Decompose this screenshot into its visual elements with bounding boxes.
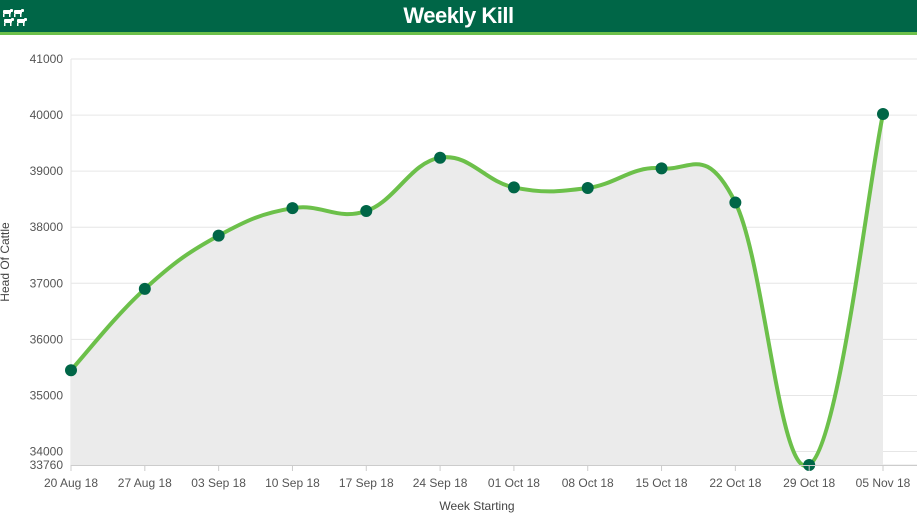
data-point[interactable]: [212, 229, 225, 242]
data-points: [65, 107, 889, 471]
y-tick-label: 41000: [30, 52, 64, 66]
y-tick-label: 37000: [30, 276, 64, 290]
data-point[interactable]: [360, 204, 373, 217]
x-tick-label: 22 Oct 18: [709, 476, 761, 490]
page-title: Weekly Kill: [403, 3, 514, 28]
area-fill-layer: [71, 113, 883, 467]
x-tick-label: 20 Aug 18: [44, 476, 98, 490]
data-point[interactable]: [655, 162, 668, 175]
data-point[interactable]: [65, 364, 77, 377]
data-point[interactable]: [729, 196, 742, 209]
data-point[interactable]: [581, 181, 594, 194]
x-tick-label: 08 Oct 18: [562, 476, 614, 490]
x-tick-label: 15 Oct 18: [636, 476, 688, 490]
y-tick-label: 36000: [30, 332, 64, 346]
chart-header: Weekly Kill: [0, 0, 917, 35]
x-tick-label: 29 Oct 18: [783, 476, 835, 490]
x-tick-label: 10 Sep 18: [265, 476, 320, 490]
data-point[interactable]: [877, 107, 889, 120]
x-axis: 20 Aug 18 27 Aug 18 03 Sep 18 10 Sep 18 17 S…: [44, 465, 917, 490]
cattle-herd-icon: [3, 9, 27, 26]
x-tick-label: 01 Oct 18: [488, 476, 540, 490]
series-area: [71, 113, 883, 467]
x-tick-label: 03 Sep 18: [191, 476, 246, 490]
x-tick-label: 05 Nov 18: [856, 476, 911, 490]
data-point[interactable]: [507, 181, 520, 194]
x-tick-label: 27 Aug 18: [118, 476, 172, 490]
y-axis-title: Head Of Cattle: [0, 222, 12, 302]
data-point[interactable]: [138, 282, 151, 295]
y-tick-label: 40000: [30, 108, 64, 122]
data-point[interactable]: [434, 151, 447, 164]
y-tick-label: 38000: [30, 220, 64, 234]
y-tick-label: 39000: [30, 164, 64, 178]
x-tick-label: 24 Sep 18: [413, 476, 468, 490]
x-axis-title: Week Starting: [439, 499, 514, 513]
data-point[interactable]: [286, 202, 299, 215]
y-tick-label: 35000: [30, 388, 64, 402]
y-tick-label: 33760: [30, 458, 64, 472]
y-tick-label: 34000: [30, 445, 64, 459]
x-tick-label: 17 Sep 18: [339, 476, 394, 490]
